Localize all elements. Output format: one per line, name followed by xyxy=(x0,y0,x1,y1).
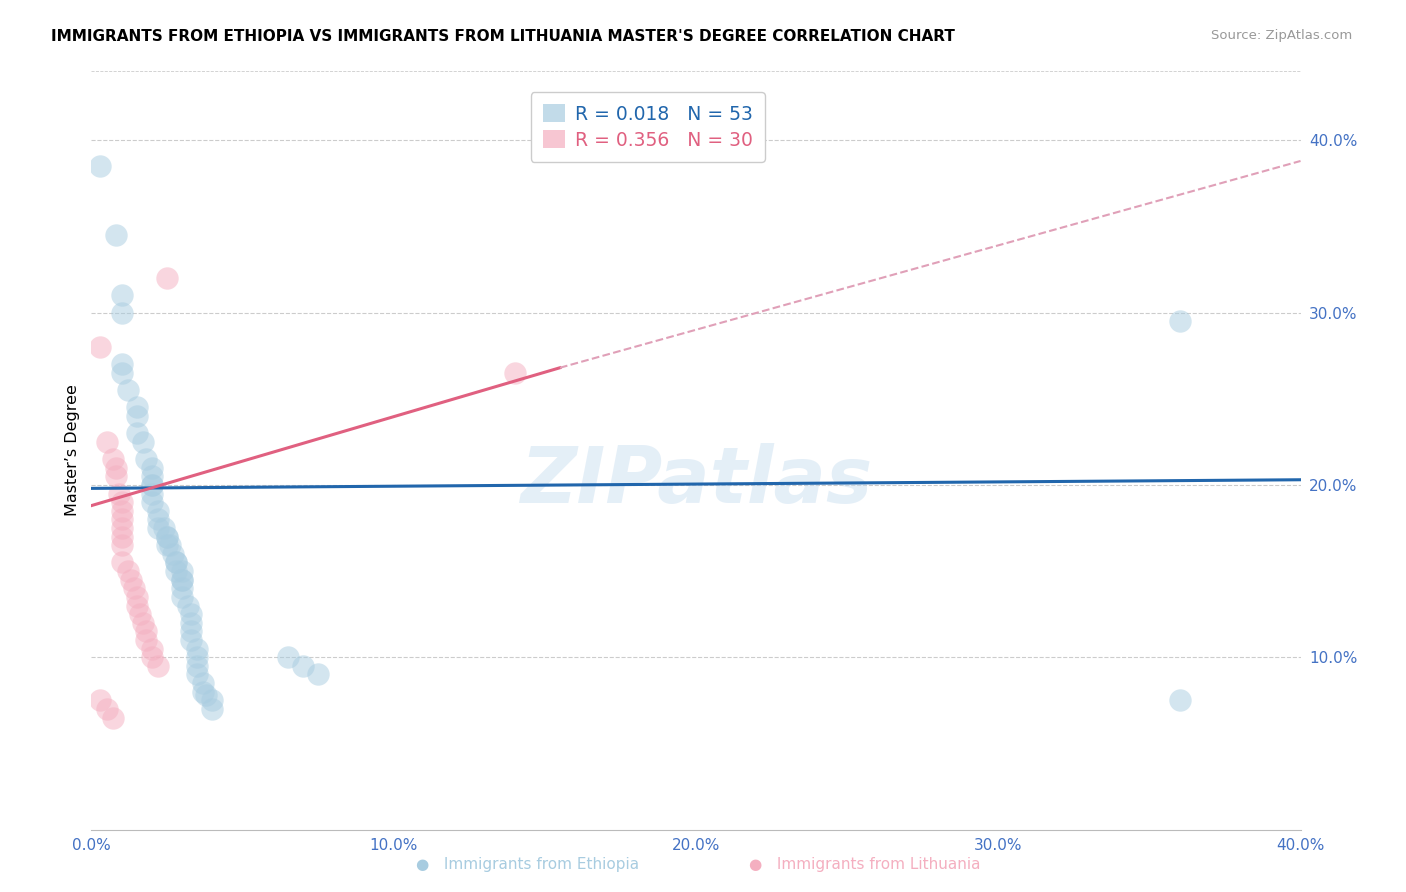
Point xyxy=(135,624,157,639)
Point xyxy=(111,538,132,552)
Point xyxy=(172,564,194,578)
Point xyxy=(186,667,208,681)
Point xyxy=(156,271,179,285)
Point xyxy=(111,366,132,380)
Point xyxy=(165,556,187,570)
Point xyxy=(132,434,155,449)
Point xyxy=(153,521,176,535)
Point xyxy=(141,478,163,492)
Point xyxy=(125,426,148,441)
Point xyxy=(180,633,202,648)
Text: IMMIGRANTS FROM ETHIOPIA VS IMMIGRANTS FROM LITHUANIA MASTER'S DEGREE CORRELATIO: IMMIGRANTS FROM ETHIOPIA VS IMMIGRANTS F… xyxy=(51,29,955,44)
Point xyxy=(111,357,132,371)
Point xyxy=(101,452,124,467)
Point xyxy=(125,409,148,423)
Point xyxy=(104,228,127,243)
Point xyxy=(96,434,118,449)
Point xyxy=(111,495,132,509)
Point xyxy=(201,693,224,707)
Point xyxy=(146,512,169,526)
Point xyxy=(159,538,181,552)
Point xyxy=(146,658,169,673)
Point xyxy=(111,556,132,570)
Text: ZIPatlas: ZIPatlas xyxy=(520,442,872,519)
Point xyxy=(141,469,163,483)
Point xyxy=(186,641,208,656)
Point xyxy=(177,599,200,613)
Point xyxy=(107,486,129,500)
Point xyxy=(193,676,215,690)
Point xyxy=(180,607,202,622)
Point xyxy=(89,159,111,173)
Point xyxy=(307,667,329,681)
Legend: R = 0.018   N = 53, R = 0.356   N = 30: R = 0.018 N = 53, R = 0.356 N = 30 xyxy=(530,92,765,161)
Point xyxy=(122,582,145,596)
Point xyxy=(146,504,169,518)
Point xyxy=(111,530,132,544)
Point xyxy=(1168,693,1191,707)
Point xyxy=(111,504,132,518)
Point xyxy=(141,460,163,475)
Point xyxy=(141,495,163,509)
Point xyxy=(180,615,202,630)
Point xyxy=(165,556,187,570)
Point xyxy=(111,521,132,535)
Point xyxy=(277,650,299,665)
Text: Source: ZipAtlas.com: Source: ZipAtlas.com xyxy=(1212,29,1353,42)
Y-axis label: Master’s Degree: Master’s Degree xyxy=(65,384,80,516)
Point xyxy=(193,684,215,698)
Point xyxy=(89,340,111,354)
Point xyxy=(292,658,315,673)
Point xyxy=(132,615,155,630)
Point xyxy=(186,658,208,673)
Point xyxy=(172,573,194,587)
Point xyxy=(162,547,184,561)
Point xyxy=(141,478,163,492)
Point xyxy=(89,693,111,707)
Point xyxy=(180,624,202,639)
Point xyxy=(156,530,179,544)
Point xyxy=(101,710,124,724)
Point xyxy=(135,452,157,467)
Point xyxy=(186,650,208,665)
Point xyxy=(125,590,148,604)
Point xyxy=(141,641,163,656)
Point xyxy=(125,401,148,415)
Point xyxy=(128,607,150,622)
Point xyxy=(503,366,526,380)
Point xyxy=(125,599,148,613)
Point xyxy=(96,702,118,716)
Point xyxy=(146,521,169,535)
Point xyxy=(172,573,194,587)
Point xyxy=(120,573,142,587)
Text: ●   Immigrants from Lithuania: ● Immigrants from Lithuania xyxy=(749,857,980,872)
Point xyxy=(104,469,127,483)
Point xyxy=(156,530,179,544)
Point xyxy=(104,460,127,475)
Point xyxy=(117,564,139,578)
Point xyxy=(165,564,187,578)
Point xyxy=(111,288,132,302)
Point xyxy=(156,538,179,552)
Point xyxy=(172,582,194,596)
Point xyxy=(195,688,218,702)
Point xyxy=(141,486,163,500)
Point xyxy=(141,650,163,665)
Point xyxy=(1168,314,1191,328)
Point xyxy=(117,383,139,397)
Text: ●   Immigrants from Ethiopia: ● Immigrants from Ethiopia xyxy=(416,857,638,872)
Point xyxy=(201,702,224,716)
Point xyxy=(135,633,157,648)
Point xyxy=(172,590,194,604)
Point xyxy=(111,512,132,526)
Point xyxy=(111,305,132,319)
